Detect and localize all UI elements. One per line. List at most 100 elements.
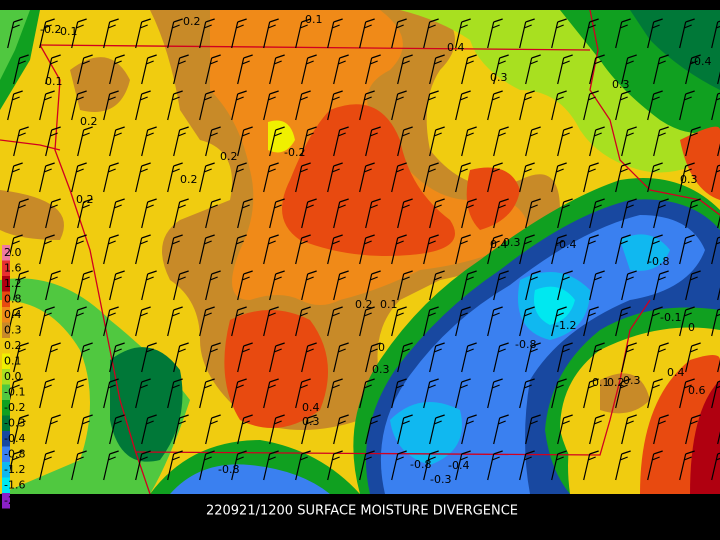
wind-barb [237, 342, 253, 373]
wind-barb [679, 450, 695, 481]
wind-barb [487, 162, 503, 193]
wind-barb [295, 450, 311, 481]
wind-barb [429, 198, 445, 229]
legend-label: -2.0 [4, 494, 25, 507]
wind-barb [557, 126, 573, 157]
wind-barb [557, 414, 573, 445]
wind-barb [359, 450, 375, 481]
wind-barb [493, 414, 509, 445]
contour-label: 0.4 [447, 41, 465, 54]
wind-barb [519, 90, 535, 121]
wind-barb [583, 378, 599, 409]
contour-label: -0.8 [515, 338, 536, 351]
contour-label: -0.1 [660, 311, 681, 324]
wind-barb [391, 450, 407, 481]
wind-barb [269, 342, 285, 373]
wind-barb [359, 90, 375, 121]
wind-barb [487, 90, 503, 121]
legend-label: 1.6 [4, 261, 22, 274]
wind-barb [583, 306, 599, 337]
wind-barb [359, 378, 375, 409]
wind-barb [45, 198, 61, 229]
wind-barb [301, 342, 317, 373]
wind-barb [397, 126, 413, 157]
wind-barb [551, 162, 567, 193]
legend-swatch [2, 462, 10, 478]
wind-barb [237, 270, 253, 301]
field-region [0, 10, 30, 80]
wind-barb [621, 270, 637, 301]
wind-barb [39, 90, 55, 121]
field-region [0, 300, 90, 494]
wind-barb [717, 287, 720, 301]
wind-barb [103, 18, 119, 49]
wind-barb [525, 414, 541, 445]
wind-barb [391, 18, 407, 49]
wind-barb [103, 378, 119, 409]
legend-label: -0.4 [4, 432, 25, 445]
field-region [0, 190, 64, 240]
contour-label: 0.2 [607, 376, 625, 389]
wind-barb [39, 234, 55, 265]
wind-barb [13, 342, 29, 373]
wind-barb [295, 18, 311, 49]
contour-label: 0.3 [612, 78, 630, 91]
contour-label: -0.4 [555, 238, 576, 251]
wind-barb [647, 90, 663, 121]
wind-barb [109, 54, 125, 85]
wind-barb [71, 306, 87, 337]
wind-barb [167, 18, 183, 49]
legend-swatch [2, 260, 10, 276]
borders [0, 9, 720, 495]
wind-barb [173, 270, 189, 301]
wind-barb [583, 90, 599, 121]
contour-label: 0.2 [180, 173, 198, 186]
contour-label: 0.1 [45, 75, 63, 88]
wind-barb [167, 306, 183, 337]
field-region [224, 310, 328, 428]
wind-barb [557, 342, 573, 373]
wind-barb [205, 270, 221, 301]
wind-barb [199, 378, 215, 409]
wind-barb [205, 54, 221, 85]
wind-barb [77, 342, 93, 373]
wind-barb [173, 342, 189, 373]
wind-barb [45, 270, 61, 301]
wind-barb [237, 54, 253, 85]
wind-barb [231, 450, 247, 481]
wind-barb [589, 198, 605, 229]
wind-barb [455, 450, 471, 481]
legend-swatch [2, 493, 10, 509]
contour-labels: -0.20.10.2 0.10.40.30.10.20.3-0.40.2-0.20… [40, 13, 711, 486]
field-region [600, 373, 650, 414]
wind-barb [391, 306, 407, 337]
wind-barb [327, 306, 343, 337]
wind-barb [269, 270, 285, 301]
legend-label: 0.0 [4, 370, 22, 383]
wind-barb [13, 198, 29, 229]
wind-barb [717, 431, 720, 445]
wind-barb [589, 54, 605, 85]
wind-barb [205, 342, 221, 373]
wind-barb [269, 54, 285, 85]
wind-barb [583, 18, 599, 49]
legend-swatch [2, 338, 10, 354]
wind-barb [423, 234, 439, 265]
wind-barb [615, 306, 631, 337]
field-region [630, 10, 720, 90]
wind-barb [135, 162, 151, 193]
contour-label: -0.2 [40, 23, 61, 36]
wind-barb [71, 162, 87, 193]
wind-barb [71, 234, 87, 265]
contour-label: 0.3 [302, 415, 320, 428]
wind-barb [263, 234, 279, 265]
wind-barb [589, 342, 605, 373]
contour-label: 0.6 [688, 384, 706, 397]
wind-barb [7, 162, 23, 193]
wind-barb [551, 18, 567, 49]
wind-barb [167, 162, 183, 193]
wind-barb [647, 306, 663, 337]
legend-swatch [2, 245, 10, 261]
legend-swatch [2, 307, 10, 323]
wind-barb [199, 90, 215, 121]
